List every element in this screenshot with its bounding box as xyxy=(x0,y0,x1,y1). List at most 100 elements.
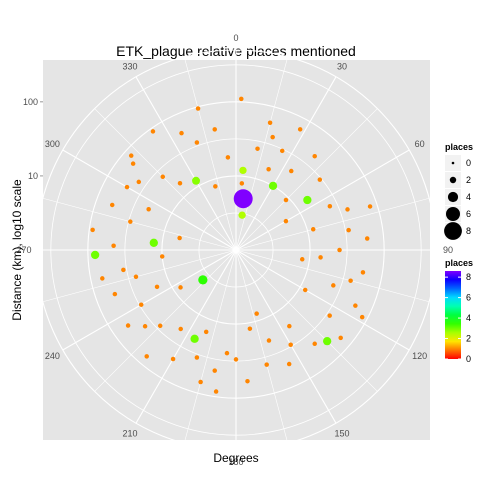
grid-spoke-120 xyxy=(235,249,410,351)
r-tick-label-10: 10 xyxy=(28,171,38,181)
data-point-1 xyxy=(195,106,201,111)
theta-tick-label-120: 120 xyxy=(412,351,427,361)
data-point-43 xyxy=(112,291,118,297)
theta-tick-label-270: 270 xyxy=(16,245,31,255)
size-legend-label-6: 6 xyxy=(466,209,471,219)
data-point-2 xyxy=(150,129,156,134)
grid-spoke-105 xyxy=(235,249,430,303)
data-point-57 xyxy=(267,120,273,126)
data-point-62 xyxy=(233,357,239,362)
data-point-40 xyxy=(142,324,148,329)
data-point-63 xyxy=(125,323,131,328)
grid-spoke-300 xyxy=(62,149,237,251)
data-point-76 xyxy=(359,314,365,320)
data-point-55 xyxy=(179,130,184,136)
data-point-51 xyxy=(146,207,151,212)
color-legend-bar xyxy=(445,271,461,359)
color-legend-label-8: 8 xyxy=(466,272,471,282)
data-point-30 xyxy=(264,362,269,367)
data-point-25 xyxy=(327,313,332,318)
data-point-28 xyxy=(286,361,292,367)
data-point-49 xyxy=(128,219,133,224)
grid-spoke-330 xyxy=(135,76,237,251)
grid-spoke-195 xyxy=(183,249,237,444)
data-point-39 xyxy=(144,354,149,359)
data-point-42 xyxy=(154,284,160,290)
theta-tick-label-330: 330 xyxy=(122,61,137,71)
size-legend: places 0 2 4 6 8 xyxy=(444,142,473,240)
data-point-24 xyxy=(353,303,358,308)
data-point-83 xyxy=(303,195,312,205)
data-point-71 xyxy=(213,184,218,189)
theta-tick-labels: 0 30 60 90 120 150 180 210 240 270 300 330 xyxy=(16,33,453,467)
data-point-50 xyxy=(109,202,115,208)
theta-tick-label-210: 210 xyxy=(122,429,137,439)
data-point-81 xyxy=(192,176,200,185)
data-point-72 xyxy=(299,257,305,262)
data-point-88 xyxy=(198,275,208,285)
data-point-26 xyxy=(312,341,317,347)
data-point-18 xyxy=(283,218,289,224)
grid-spoke-75 xyxy=(235,197,430,251)
theta-tick-label-0: 0 xyxy=(233,33,238,43)
data-point-86 xyxy=(323,337,332,346)
size-legend-label-8: 8 xyxy=(466,226,471,236)
data-point-5 xyxy=(194,140,200,145)
data-point-23 xyxy=(331,283,336,288)
data-point-68 xyxy=(203,329,209,335)
data-point-31 xyxy=(247,326,253,331)
grid-spoke-165 xyxy=(235,249,289,444)
theta-tick-label-60: 60 xyxy=(415,139,425,149)
grid-spoke-240 xyxy=(62,249,237,351)
data-point-75 xyxy=(177,235,182,241)
theta-tick-label-300: 300 xyxy=(45,139,60,149)
data-point-46 xyxy=(159,254,165,259)
color-legend-title: places xyxy=(445,258,473,268)
size-legend-label-4: 4 xyxy=(466,192,471,202)
data-point-37 xyxy=(170,356,176,362)
grid-spoke-255 xyxy=(42,249,237,303)
data-point-8 xyxy=(270,134,275,140)
data-point-14 xyxy=(327,203,333,209)
data-point-65 xyxy=(337,247,342,253)
data-point-0 xyxy=(239,96,244,102)
grid-spoke-30 xyxy=(235,76,337,251)
data-point-45 xyxy=(121,267,126,273)
data-point-9 xyxy=(279,148,285,154)
theta-tick-label-30: 30 xyxy=(337,61,347,71)
data-point-73 xyxy=(254,311,259,316)
data-point-82 xyxy=(268,181,278,191)
size-legend-key-2 xyxy=(449,176,457,184)
data-point-22 xyxy=(348,278,353,283)
data-point-89 xyxy=(233,189,253,209)
size-legend-key-0 xyxy=(451,161,455,165)
data-point-56 xyxy=(212,127,217,132)
theta-tick-label-150: 150 xyxy=(334,429,349,439)
grid-spoke-150 xyxy=(235,249,337,424)
grid-spoke-135 xyxy=(235,249,378,392)
data-point-85 xyxy=(190,334,199,343)
data-point-4 xyxy=(124,184,130,190)
grid-spoke-60 xyxy=(235,149,410,251)
size-legend-key-8 xyxy=(444,222,462,240)
data-point-35 xyxy=(198,379,203,385)
data-point-44 xyxy=(133,274,139,280)
theta-tick-label-240: 240 xyxy=(45,351,60,361)
radius-tick-labels: 10 100 xyxy=(23,97,43,181)
polar-grid xyxy=(35,49,437,451)
data-point-38 xyxy=(178,326,183,332)
data-point-66 xyxy=(367,204,373,209)
y-axis-title: Distance (km), log10 scale xyxy=(10,179,24,321)
data-point-7 xyxy=(239,181,245,186)
data-point-54 xyxy=(177,181,183,186)
data-point-20 xyxy=(318,255,323,260)
color-legend-label-4: 4 xyxy=(466,313,471,323)
data-point-11 xyxy=(312,153,317,159)
data-point-32 xyxy=(245,378,250,384)
data-point-3 xyxy=(130,161,136,166)
x-axis-title: Degrees xyxy=(213,451,258,465)
grid-spoke-345 xyxy=(183,56,237,251)
data-point-59 xyxy=(302,287,308,293)
color-legend: places 8 6 4 2 0 xyxy=(445,258,473,364)
r-tick-label-100: 100 xyxy=(23,97,38,107)
